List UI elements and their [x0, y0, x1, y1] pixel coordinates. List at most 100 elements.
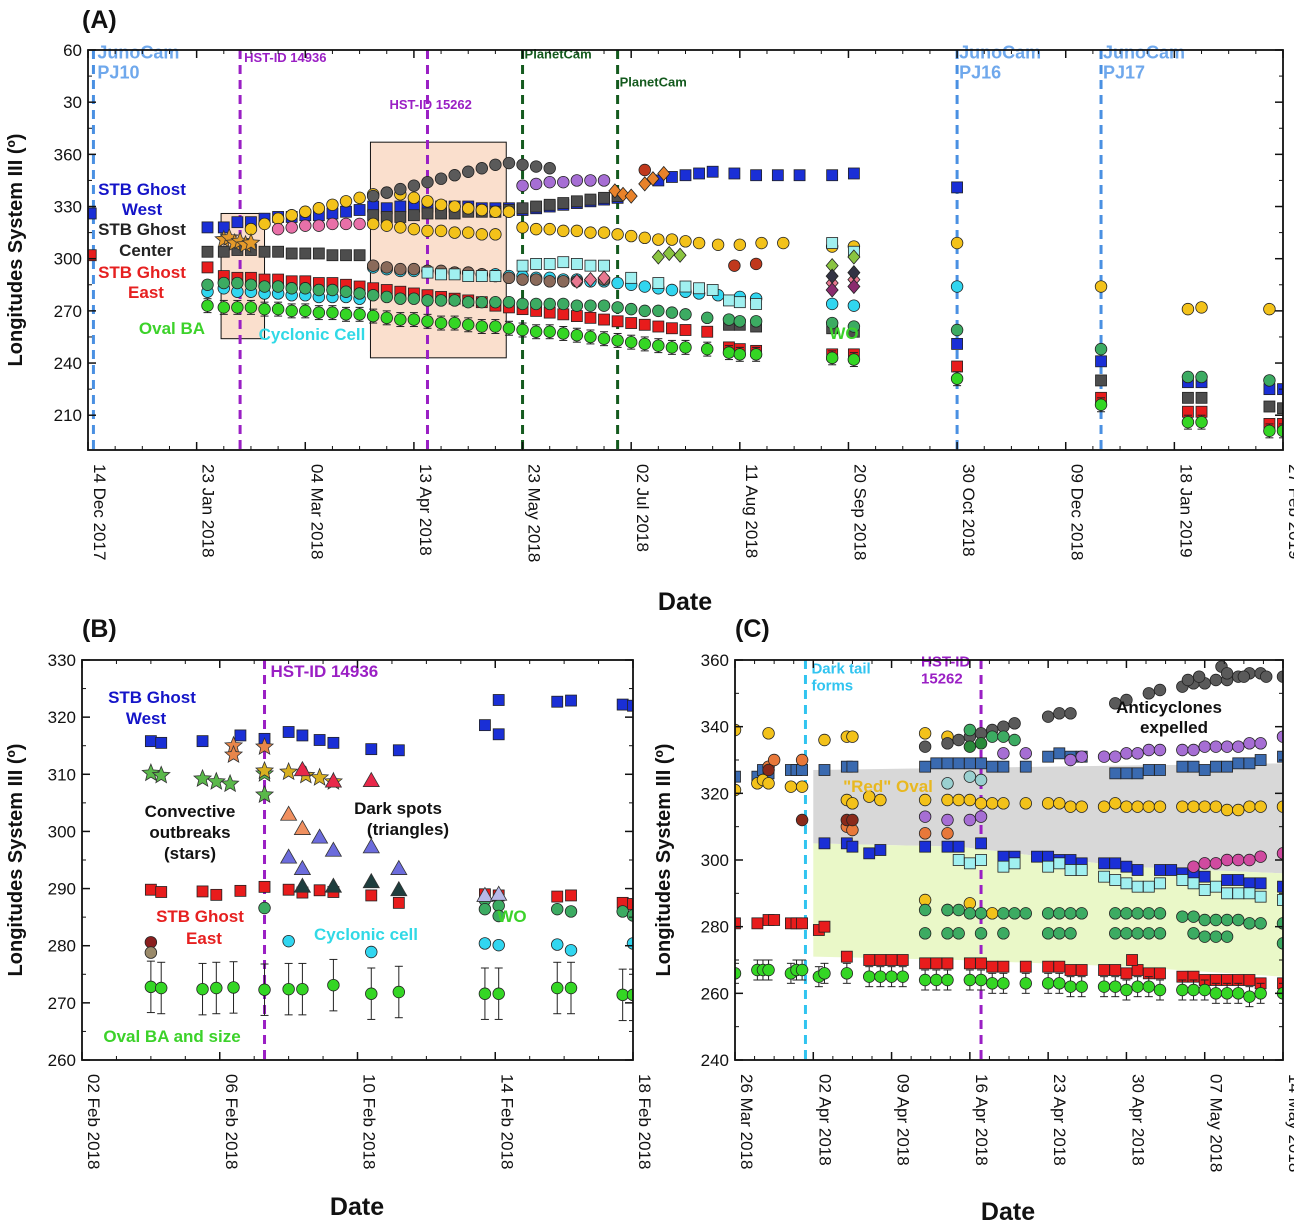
data-point: [941, 840, 954, 853]
data-point: [543, 162, 556, 175]
data-point: [327, 736, 340, 749]
data-point: [293, 760, 312, 777]
data-point: [1198, 913, 1211, 927]
data-point: [1131, 907, 1144, 920]
data-point: [1075, 907, 1088, 920]
data-point: [1263, 374, 1276, 387]
data-point: [1053, 857, 1066, 870]
data-point: [1053, 747, 1066, 760]
data-point: [1187, 877, 1200, 890]
data-point: [795, 780, 809, 793]
data-point: [1232, 987, 1245, 1000]
data-point: [1187, 800, 1200, 813]
data-point: [1041, 797, 1055, 810]
event-label: PJ17: [1103, 63, 1145, 83]
data-point: [986, 977, 999, 990]
event-label: PlanetCam: [620, 75, 687, 90]
event-label: HST-ID: [921, 654, 970, 671]
data-point: [565, 694, 577, 707]
data-point: [516, 179, 529, 192]
data-point: [1165, 864, 1178, 876]
data-point: [462, 165, 475, 178]
data-point: [986, 760, 999, 773]
data-point: [1153, 907, 1167, 920]
data-point: [1209, 930, 1223, 943]
data-point: [1198, 983, 1211, 997]
data-point: [974, 797, 988, 810]
x-tick-label: 07 May 2018: [1207, 1074, 1226, 1172]
data-point: [340, 249, 352, 262]
data-point: [1154, 864, 1166, 876]
data-point: [638, 176, 652, 192]
data-point: [502, 295, 516, 309]
data-point: [1154, 877, 1166, 890]
data-point: [974, 927, 988, 940]
data-point: [751, 917, 764, 930]
data-point: [327, 978, 340, 992]
data-point: [1220, 913, 1234, 927]
y-tick-label: 300: [48, 822, 76, 841]
y-tick-label: 310: [48, 765, 76, 784]
data-point: [492, 694, 505, 706]
data-point: [818, 837, 831, 850]
data-point: [1195, 415, 1208, 429]
data-point: [616, 698, 629, 711]
data-point: [144, 980, 158, 994]
annotation: STB Ghost: [98, 220, 186, 239]
data-point: [502, 205, 516, 218]
data-point: [1237, 670, 1251, 683]
data-point: [584, 226, 597, 239]
data-point: [551, 981, 564, 995]
data-point: [1254, 754, 1267, 766]
data-point: [282, 726, 295, 738]
data-point: [479, 719, 491, 732]
data-point: [1109, 927, 1122, 940]
data-point: [679, 324, 692, 336]
data-point: [543, 275, 556, 288]
data-point: [282, 883, 295, 896]
data-point: [462, 270, 475, 282]
x-tick-label: 18 Feb 2018: [635, 1074, 654, 1169]
y-tick-label: 320: [701, 784, 729, 803]
data-point: [733, 315, 747, 328]
annotation: Oval BA: [139, 319, 205, 338]
annotation: Cyclonic cell: [314, 925, 418, 944]
data-point: [326, 283, 339, 297]
data-point: [255, 784, 275, 803]
y-axis-label: Longitudes System III (º): [5, 134, 27, 367]
data-point: [1097, 980, 1111, 993]
data-point: [365, 945, 378, 959]
data-point: [570, 273, 584, 289]
data-point: [1254, 987, 1267, 1000]
data-point: [258, 983, 271, 996]
data-point: [638, 304, 651, 318]
data-point: [462, 318, 475, 331]
data-point: [210, 981, 223, 995]
data-point: [394, 262, 407, 276]
data-point: [312, 247, 325, 260]
data-point: [975, 854, 987, 866]
data-point: [673, 247, 687, 263]
data-point: [421, 266, 434, 279]
data-point: [997, 760, 1010, 773]
data-point: [652, 277, 665, 289]
data-point: [1008, 717, 1021, 730]
data-point: [665, 283, 679, 297]
data-point: [874, 793, 887, 807]
data-point: [728, 167, 741, 180]
data-point: [448, 169, 461, 182]
data-point: [626, 988, 633, 1002]
data-point: [626, 909, 633, 922]
data-point: [448, 316, 461, 330]
data-point: [1041, 710, 1055, 723]
data-point: [299, 282, 312, 295]
data-point: [1232, 803, 1245, 817]
y-tick-label: 320: [48, 708, 76, 727]
data-point: [1153, 983, 1167, 997]
data-point: [1120, 767, 1133, 780]
data-point: [755, 236, 768, 250]
data-point: [1142, 927, 1155, 940]
data-point: [1019, 760, 1032, 773]
data-point: [489, 228, 502, 241]
data-point: [1053, 707, 1066, 720]
